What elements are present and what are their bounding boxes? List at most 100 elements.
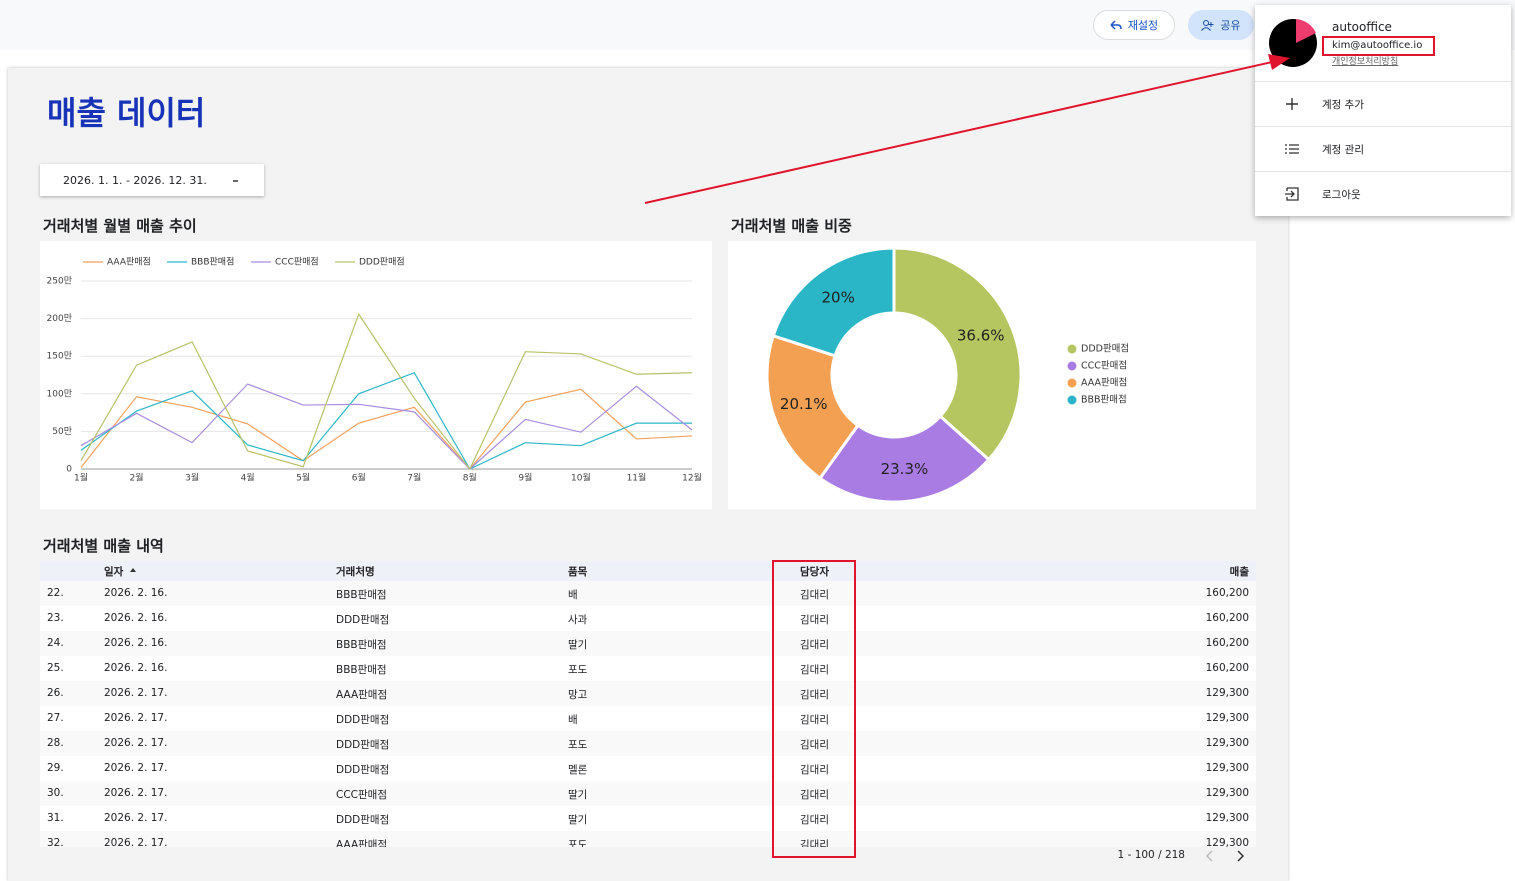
legend-swatch (1067, 344, 1077, 354)
table-cell: 김대리 (800, 739, 829, 751)
line-chart-card (40, 241, 712, 509)
table-cell: 129,300 (1205, 762, 1249, 774)
undo-icon (1110, 20, 1122, 30)
privacy-link[interactable]: 개인정보처리방침 (1332, 57, 1399, 67)
menu-add-account[interactable]: 계정 추가 (1255, 81, 1511, 126)
date-range-picker[interactable]: 2026. 1. 1. - 2026. 12. 31. (40, 164, 264, 196)
table-cell: 27. (47, 712, 64, 724)
slice-label: 20.1% (780, 395, 828, 413)
account-email: kim@autooffice.io (1332, 40, 1423, 51)
table-cell: 129,300 (1205, 812, 1249, 824)
column-header: 매출 (1229, 566, 1249, 578)
slice-label: 23.3% (881, 460, 929, 478)
x-tick-label: 12월 (682, 472, 702, 484)
sort-indicator[interactable] (130, 568, 136, 573)
legend-label: DDD판매점 (359, 256, 405, 268)
table-cell: 25. (47, 662, 64, 674)
table-cell: 김대리 (800, 789, 829, 801)
prev-page[interactable] (1205, 850, 1213, 862)
share-icon (1201, 19, 1214, 31)
table-cell: 29. (47, 762, 64, 774)
table-cell: 160,200 (1205, 662, 1249, 674)
legend-label: BBB판매점 (191, 256, 234, 268)
table-cell: 김대리 (800, 764, 829, 776)
table-cell: 129,300 (1205, 837, 1249, 847)
legend-label: AAA판매점 (107, 256, 151, 268)
table-cell: 딸기 (568, 814, 588, 826)
y-tick-label: 50만 (52, 426, 72, 437)
plus-icon (1286, 98, 1298, 110)
table-cell: 23. (47, 612, 64, 624)
share-button[interactable]: 공유 (1188, 10, 1254, 40)
x-tick-label: 7월 (407, 472, 421, 484)
x-tick-label: 6월 (352, 472, 366, 484)
pie-slice (817, 414, 991, 504)
table-cell: 포도 (568, 664, 588, 676)
legend-label: DDD판매점 (1081, 343, 1129, 355)
table-row: 27. 2026. 2. 17. DDD판매점 배 김대리 129,300 (40, 706, 1256, 731)
y-tick-label: 100만 (47, 388, 72, 399)
x-tick-label: 5월 (296, 472, 310, 484)
menu-manage-account[interactable]: 계정 관리 (1255, 126, 1511, 171)
table-row: 31. 2026. 2. 17. DDD판매점 딸기 김대리 129,300 (40, 806, 1256, 831)
table-cell: 김대리 (800, 664, 829, 676)
table-cell: 2026. 2. 17. (104, 787, 168, 799)
table-cell: 김대리 (800, 689, 829, 701)
x-tick-label: 2월 (130, 472, 144, 484)
table-cell: DDD판매점 (336, 714, 390, 726)
table-cell: 28. (47, 737, 64, 749)
table-cell: 멜론 (568, 764, 588, 776)
column-header: 담당자 (800, 566, 829, 578)
table-cell: 30. (47, 787, 64, 799)
account-name: autooffice (1332, 20, 1392, 34)
pie-slice (892, 246, 1023, 462)
series-line (80, 388, 693, 470)
menu-label: 계정 관리 (1322, 144, 1364, 156)
table-cell: DDD판매점 (336, 614, 390, 626)
table-cell: 사과 (568, 614, 588, 626)
table-cell: 김대리 (800, 639, 829, 651)
legend-label: CCC판매점 (275, 256, 319, 268)
table-cell: BBB판매점 (336, 664, 387, 676)
legend-swatch (1067, 378, 1077, 388)
table-cell: DDD판매점 (336, 814, 390, 826)
table-cell: AAA판매점 (336, 689, 388, 701)
table-cell: 2026. 2. 16. (104, 662, 168, 674)
table-row: 22. 2026. 2. 16. BBB판매점 배 김대리 160,200 (40, 581, 1256, 606)
column-header: 거래처명 (336, 566, 375, 578)
series-line (80, 312, 693, 471)
x-tick-label: 9월 (518, 472, 532, 484)
menu-logout[interactable]: 로그아웃 (1255, 171, 1511, 216)
series-line (80, 372, 692, 470)
legend-label: AAA판매점 (1081, 377, 1127, 389)
table-cell: 22. (47, 587, 64, 599)
reset-button[interactable]: 재설정 (1093, 10, 1175, 40)
table-cell: 김대리 (800, 589, 829, 601)
table-row: 28. 2026. 2. 17. DDD판매점 포도 김대리 129,300 (40, 731, 1256, 756)
x-tick-label: 10월 (571, 472, 591, 484)
share-label: 공유 (1220, 19, 1241, 32)
table-cell: 김대리 (800, 614, 829, 626)
legend-swatch (1067, 395, 1077, 405)
column-header: 품목 (568, 566, 588, 578)
account-avatar (1269, 19, 1317, 67)
list-icon (1285, 144, 1299, 154)
table-cell: 129,300 (1205, 712, 1249, 724)
next-page[interactable] (1237, 850, 1245, 862)
table-row: 32. 2026. 2. 17. AAA판매점 포도 김대리 129,300 (40, 831, 1256, 847)
column-header: 일자 (104, 566, 124, 578)
table-cell: 배 (568, 589, 578, 601)
table-cell: AAA판매점 (336, 839, 388, 847)
sales-table: 일자 거래처명 품목 담당자 매출 22. 2026. 2. 16. BBB판매점 배 김대리 16… (40, 561, 1256, 847)
table-cell: 24. (47, 637, 64, 649)
table-cell: 2026. 2. 17. (104, 837, 168, 847)
menu-label: 계정 추가 (1322, 99, 1364, 111)
reset-label: 재설정 (1127, 19, 1159, 32)
table-cell: 32. (47, 837, 64, 847)
dropdown-caret (233, 180, 238, 182)
table-cell: 129,300 (1205, 687, 1249, 699)
table-cell: 2026. 2. 17. (104, 712, 168, 724)
account-menu: autooffice kim@autooffice.io 개인정보처리방침 계정… (1255, 5, 1511, 216)
